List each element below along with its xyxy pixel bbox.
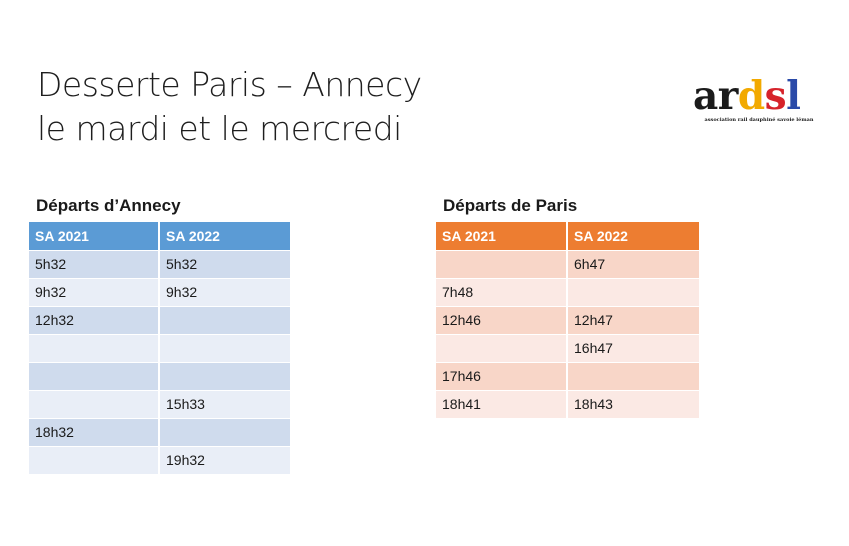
annecy-section-title: Départs d’Annecy xyxy=(36,196,181,215)
time-cell: 5h32 xyxy=(158,250,290,278)
table-row: 12h46 12h47 xyxy=(436,306,699,334)
logo-letter: d xyxy=(737,73,765,119)
title-line-2: le mardi et le mercredi xyxy=(37,109,402,148)
time-cell xyxy=(29,362,159,390)
time-cell xyxy=(29,334,159,362)
time-cell xyxy=(29,446,159,474)
table-row: 18h41 18h43 xyxy=(436,390,699,418)
time-cell: 9h32 xyxy=(158,278,290,306)
table-row xyxy=(29,334,290,362)
time-cell xyxy=(436,250,567,278)
time-cell xyxy=(566,278,699,306)
paris-section-title: Départs de Paris xyxy=(443,196,578,215)
column-header: SA 2021 xyxy=(29,222,159,250)
time-cell: 18h32 xyxy=(29,418,159,446)
time-cell: 9h32 xyxy=(29,278,159,306)
annecy-departures-table: SA 2021 SA 2022 5h32 5h32 9h32 9h32 12h32 15h… xyxy=(29,222,290,475)
time-cell: 6h47 xyxy=(566,250,699,278)
time-cell xyxy=(158,334,290,362)
table-row: 19h32 xyxy=(29,446,290,474)
column-header: SA 2022 xyxy=(566,222,699,250)
time-cell xyxy=(29,390,159,418)
logo-letter: l xyxy=(786,73,801,119)
table-row: 12h32 xyxy=(29,306,290,334)
column-header: SA 2021 xyxy=(436,222,567,250)
time-cell xyxy=(158,362,290,390)
paris-departures-table: SA 2021 SA 2022 6h47 7h48 12h46 12h47 16h47 1… xyxy=(436,222,699,419)
column-header: SA 2022 xyxy=(158,222,290,250)
time-cell: 15h33 xyxy=(158,390,290,418)
logo-letters: ardsl xyxy=(693,73,801,119)
time-cell xyxy=(158,418,290,446)
logo-letter: a xyxy=(693,73,718,119)
time-cell: 19h32 xyxy=(158,446,290,474)
time-cell: 18h43 xyxy=(566,390,699,418)
time-cell xyxy=(436,334,567,362)
time-cell: 12h46 xyxy=(436,306,567,334)
annecy-table-body: 5h32 5h32 9h32 9h32 12h32 15h33 18h32 19h32 xyxy=(29,250,290,474)
ardsl-logo: ardsl association rail dauphiné savoie l… xyxy=(693,76,823,128)
table-row: 16h47 xyxy=(436,334,699,362)
table-row: 5h32 5h32 xyxy=(29,250,290,278)
time-cell: 5h32 xyxy=(29,250,159,278)
time-cell: 18h41 xyxy=(436,390,567,418)
logo-letter: r xyxy=(717,73,739,119)
table-header-row: SA 2021 SA 2022 xyxy=(29,222,290,250)
table-row: 15h33 xyxy=(29,390,290,418)
time-cell xyxy=(158,306,290,334)
time-cell: 12h47 xyxy=(566,306,699,334)
title-line-1: Desserte Paris – Annecy xyxy=(37,65,422,104)
table-row: 17h46 xyxy=(436,362,699,390)
slide-title: Desserte Paris – Annecy le mardi et le m… xyxy=(37,63,422,151)
time-cell: 17h46 xyxy=(436,362,567,390)
table-header-row: SA 2021 SA 2022 xyxy=(436,222,699,250)
time-cell xyxy=(566,362,699,390)
logo-letter: s xyxy=(764,73,787,119)
table-row: 7h48 xyxy=(436,278,699,306)
table-row: 9h32 9h32 xyxy=(29,278,290,306)
table-row: 18h32 xyxy=(29,418,290,446)
time-cell: 16h47 xyxy=(566,334,699,362)
time-cell: 7h48 xyxy=(436,278,567,306)
logo-tagline: association rail dauphiné savoie léman xyxy=(704,117,814,123)
table-row xyxy=(29,362,290,390)
table-row: 6h47 xyxy=(436,250,699,278)
time-cell: 12h32 xyxy=(29,306,159,334)
paris-table-body: 6h47 7h48 12h46 12h47 16h47 17h46 18h41 18h43 xyxy=(436,250,699,418)
